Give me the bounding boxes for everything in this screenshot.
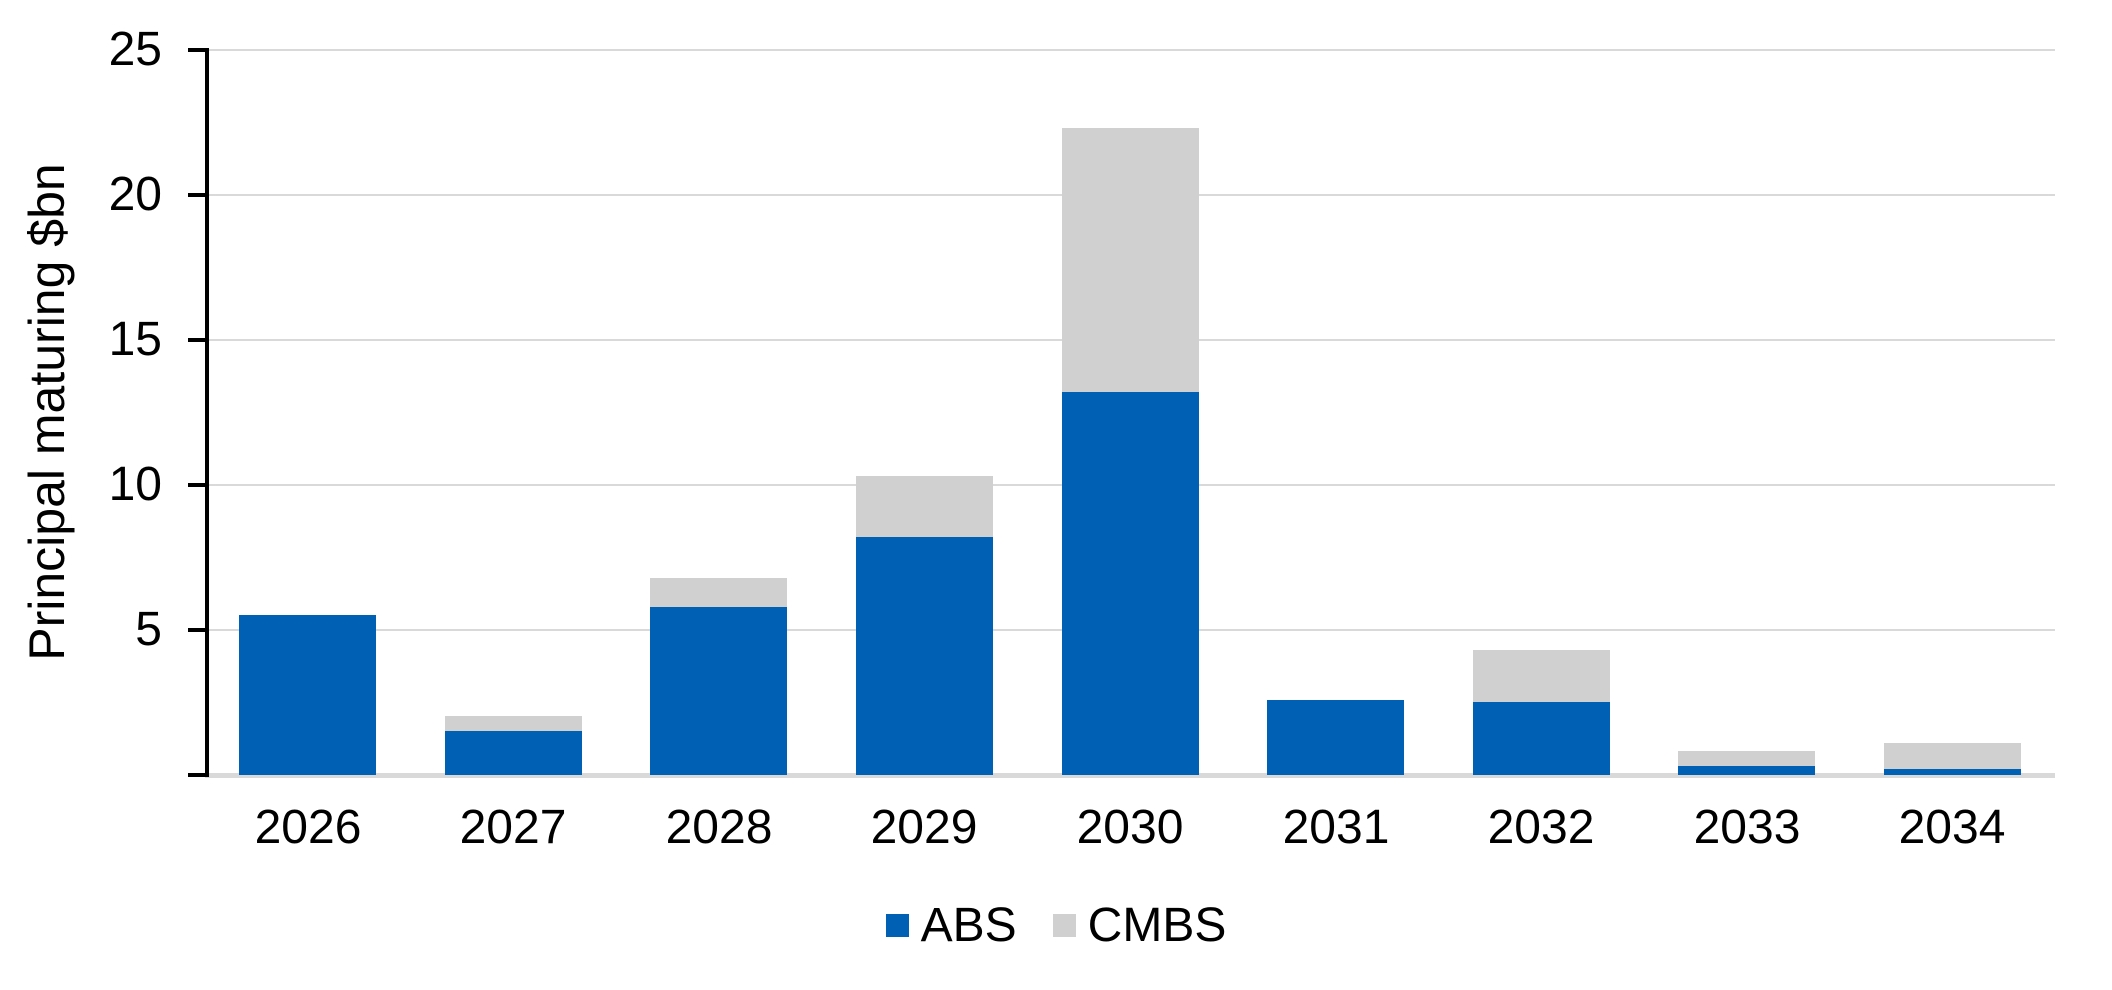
bar-segment-cmbs-2034: [1884, 743, 2021, 769]
x-axis-label-2032: 2032: [1487, 801, 1595, 854]
legend-item-cmbs: CMBS: [1052, 898, 1227, 953]
bar-segment-cmbs-2032: [1473, 650, 1610, 702]
x-axis-label-2031: 2031: [1282, 801, 1390, 854]
bar-segment-abs-2033: [1678, 766, 1815, 775]
bar-segment-cmbs-2033: [1678, 751, 1815, 766]
y-tick-label-20: 20: [108, 168, 162, 221]
y-tick-label-5: 5: [135, 603, 162, 656]
bar-segment-abs-2029: [856, 537, 993, 775]
y-tick-label-15: 15: [108, 313, 162, 366]
legend-item-abs: ABS: [885, 898, 1017, 953]
bar-segment-abs-2026: [239, 615, 376, 775]
legend-label-abs: ABS: [920, 899, 1017, 952]
x-axis-line: [205, 773, 2055, 778]
x-axis-label-2033: 2033: [1693, 801, 1801, 854]
bar-segment-cmbs-2028: [650, 578, 787, 607]
x-axis-label-2034: 2034: [1898, 801, 2006, 854]
bar-segment-abs-2030: [1062, 392, 1199, 775]
bar-segment-cmbs-2030: [1062, 128, 1199, 392]
y-axis-tick-5: [188, 628, 205, 632]
y-tick-label-25: 25: [108, 23, 162, 76]
x-axis-label-2030: 2030: [1076, 801, 1184, 854]
y-axis-tick-20: [188, 193, 205, 197]
bar-segment-abs-2031: [1267, 700, 1404, 775]
legend-swatch-cmbs-icon: [1052, 914, 1076, 937]
gridline-25: [209, 49, 2055, 51]
bar-segment-cmbs-2029: [856, 476, 993, 537]
legend-label-cmbs: CMBS: [1087, 899, 1227, 952]
y-axis-tick-15: [188, 338, 205, 342]
y-axis-line: [205, 48, 209, 777]
y-axis-tick-0: [188, 773, 205, 777]
y-axis-tick-10: [188, 483, 205, 487]
legend-swatch-abs-icon: [885, 914, 909, 937]
bar-segment-abs-2032: [1473, 702, 1610, 775]
x-axis-label-2027: 2027: [459, 801, 567, 854]
y-tick-label-10: 10: [108, 458, 162, 511]
legend: ABS CMBS: [0, 898, 2112, 953]
x-axis-label-2028: 2028: [665, 801, 773, 854]
bar-segment-abs-2027: [445, 731, 582, 775]
bar-segment-cmbs-2027: [445, 716, 582, 731]
x-axis-label-2029: 2029: [870, 801, 978, 854]
x-axis-label-2026: 2026: [254, 801, 362, 854]
y-axis-tick-25: [188, 48, 205, 52]
bar-segment-abs-2028: [650, 607, 787, 775]
bar-segment-abs-2034: [1884, 769, 2021, 775]
